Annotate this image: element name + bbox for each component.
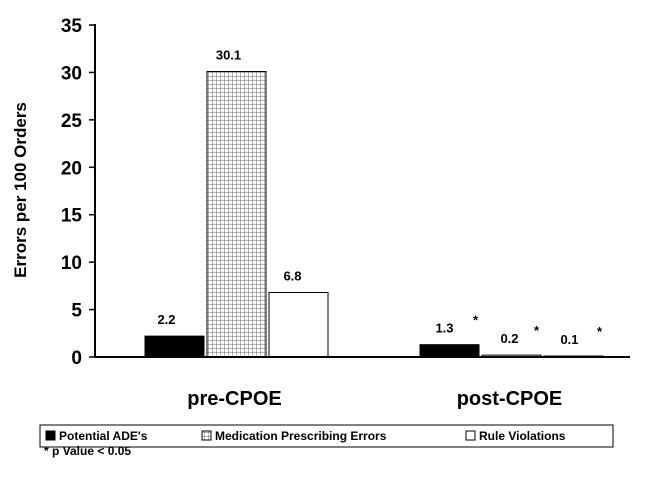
y-tick-label: 25 [61, 111, 83, 132]
bar-0-0 [144, 335, 205, 358]
y-axis: 0 5 10 15 20 25 30 35 [61, 16, 96, 369]
x-axis: pre-CPOE post-CPOE [95, 356, 630, 410]
significance-marker: * [473, 313, 479, 328]
y-tick-label: 10 [61, 253, 82, 274]
y-tick-label: 15 [61, 206, 83, 227]
bars [144, 70, 604, 358]
significance-marker: * [597, 324, 603, 339]
data-label: 1.3 [435, 321, 453, 336]
y-tick-label: 20 [61, 158, 82, 179]
footnote: * p Value < 0.05 [44, 444, 131, 458]
significance-marker: * [534, 323, 540, 338]
bar-1-0 [419, 344, 480, 358]
legend-swatch [465, 430, 476, 441]
legend-label: Medication Prescribing Errors [215, 429, 387, 443]
data-label: 30.1 [216, 47, 241, 62]
legend-swatch [45, 430, 56, 441]
data-labels: 2.2 30.1 6.8 1.3 * 0.2 * 0.1 * [157, 47, 603, 347]
data-label: 0.1 [560, 332, 578, 347]
y-tick-label: 35 [61, 16, 83, 37]
y-tick-label: 5 [71, 301, 82, 322]
y-tick-label: 30 [61, 63, 82, 84]
legend-label: Potential ADE's [59, 429, 148, 443]
bar-0-2 [268, 291, 329, 358]
legend-label: Rule Violations [479, 429, 566, 443]
x-category-label: pre-CPOE [187, 388, 281, 410]
bar-0-1 [206, 70, 267, 358]
data-label: 6.8 [283, 268, 301, 283]
data-label: 2.2 [157, 312, 175, 327]
y-tick-label: 0 [71, 348, 82, 369]
y-axis-title: Errors per 100 Orders [11, 102, 30, 278]
x-category-label: post-CPOE [457, 388, 563, 410]
data-label: 0.2 [500, 331, 518, 346]
legend: Potential ADE's Medication Prescribing Er… [39, 424, 614, 448]
legend-swatch [201, 430, 212, 441]
